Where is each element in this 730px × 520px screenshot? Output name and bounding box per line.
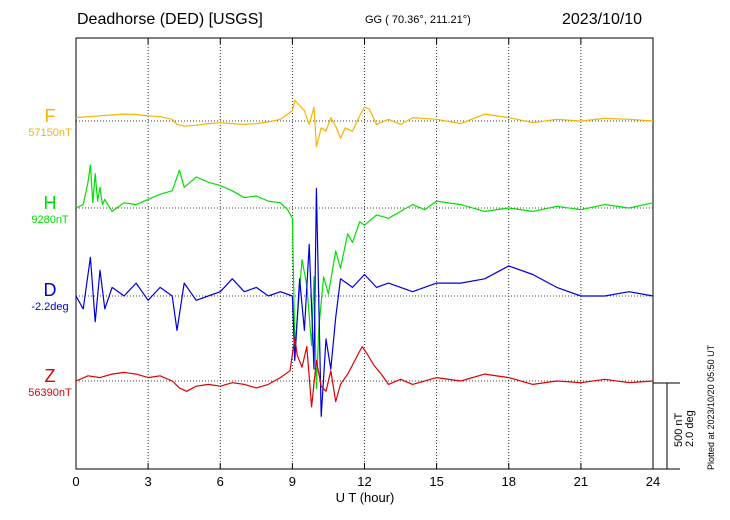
series-label-d: D -2.2deg (18, 280, 82, 314)
series-baseline-f: 57150nT (28, 127, 72, 139)
station-coordinates: GG ( 70.36°, 211.21°) (365, 14, 471, 26)
x-tick-label-12: 12 (357, 474, 372, 489)
station-title: Deadhorse (DED) [USGS] (77, 11, 263, 28)
series-name-z: Z (44, 366, 56, 386)
scale-bar (653, 382, 680, 470)
series-line-z (75, 337, 654, 408)
series-line-d (75, 187, 654, 417)
chart-date: 2023/10/10 (562, 11, 643, 28)
series-label-f: F 57150nT (18, 106, 82, 140)
series-lines (75, 99, 654, 417)
x-tick-label-0: 0 (72, 474, 80, 489)
series-baseline-z: 56390nT (28, 387, 72, 399)
x-tick-label-6: 6 (216, 474, 224, 489)
x-axis-label: U T (hour) (335, 490, 395, 505)
series-line-f (75, 99, 654, 148)
scale-bar-deg-label: 2.0 deg (684, 410, 696, 447)
x-tick-label-24: 24 (645, 474, 661, 489)
series-label-h: H 9280nT (18, 193, 82, 227)
x-tick-label-18: 18 (501, 474, 516, 489)
x-tick-label-15: 15 (429, 474, 444, 489)
series-name-f: F (44, 106, 56, 126)
series-name-h: H (43, 193, 57, 213)
series-line-h (75, 164, 654, 390)
series-baseline-d: -2.2deg (31, 301, 69, 313)
x-tick-label-3: 3 (144, 474, 152, 489)
vertical-gridlines (147, 38, 582, 469)
series-label-z: Z 56390nT (18, 366, 82, 400)
plotted-note: Plotted at 2023/10/20 05:50 UT (706, 344, 716, 470)
x-axis-ticks (75, 38, 654, 469)
x-tick-label-9: 9 (288, 474, 296, 489)
x-tick-label-21: 21 (573, 474, 589, 489)
series-baseline-h: 9280nT (31, 214, 69, 226)
series-name-d: D (43, 280, 57, 300)
